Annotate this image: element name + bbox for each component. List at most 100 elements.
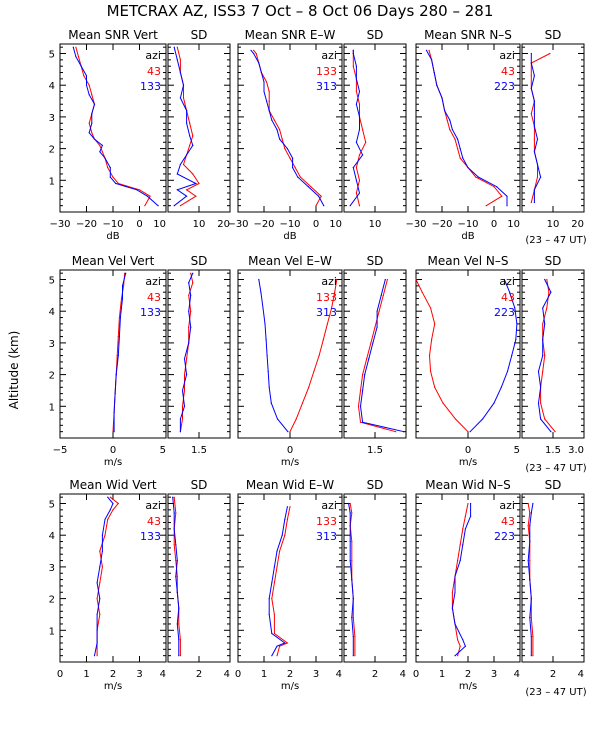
x-axis-label: dB (106, 231, 119, 242)
plot-frame (521, 269, 585, 439)
panel-10: SD 1.5 (343, 254, 407, 456)
series-line-223 (527, 503, 534, 656)
data-point (190, 272, 192, 274)
data-point (183, 374, 186, 376)
data-point (268, 598, 270, 600)
data-point (109, 509, 111, 511)
data-point (533, 100, 536, 102)
data-point (380, 294, 382, 296)
series-line-43 (75, 47, 151, 206)
data-point (190, 326, 192, 328)
data-point (308, 386, 310, 388)
data-point (362, 389, 364, 392)
data-point (355, 103, 357, 105)
data-point (544, 418, 546, 420)
data-point (268, 613, 270, 616)
data-point (178, 623, 180, 625)
data-point (529, 560, 531, 562)
data-point (459, 157, 461, 159)
data-point (462, 157, 464, 159)
data-point (263, 90, 265, 93)
x-tick-label: −20 (431, 219, 452, 230)
data-point (459, 645, 461, 647)
data-point (514, 307, 516, 309)
y-tick-label: 1 (49, 626, 55, 637)
panel-title: Mean Vel E–W (248, 254, 332, 268)
data-point (359, 389, 362, 392)
data-point (358, 192, 361, 194)
data-point (315, 205, 317, 207)
legend-title: azi (145, 499, 161, 512)
data-point (104, 157, 106, 159)
data-point (85, 84, 88, 86)
data-point (109, 496, 111, 498)
data-point (451, 129, 453, 131)
data-point (351, 540, 353, 543)
data-point (542, 355, 544, 357)
plot-frame (343, 43, 407, 213)
x-tick-label: 10 (153, 219, 166, 230)
data-point (273, 613, 275, 616)
x-tick-label: 10 (507, 219, 520, 230)
data-point (323, 205, 325, 207)
legend-title: azi (499, 499, 515, 512)
series-line-133 (271, 506, 291, 656)
x-tick-label: 4 (514, 669, 520, 680)
data-point (446, 119, 448, 121)
data-point (273, 582, 275, 584)
legend-title: azi (145, 275, 161, 288)
y-tick-label: 5 (49, 276, 55, 287)
data-point (549, 52, 551, 55)
data-point (176, 46, 178, 48)
data-point (179, 59, 181, 61)
data-point (195, 195, 197, 197)
data-point (511, 355, 513, 357)
panel-18: SD 2 4 (521, 478, 585, 680)
panel-5: Mean SNR N–S −30 −20 −10 0 10 dB azi 43 223 (405, 28, 521, 242)
data-point (72, 46, 74, 48)
data-point (91, 113, 93, 115)
data-point (112, 431, 114, 433)
data-point (267, 370, 269, 372)
x-tick-label: 4 (578, 669, 584, 680)
data-point (179, 71, 181, 74)
data-point (176, 591, 178, 593)
data-point (117, 355, 119, 357)
x-tick-label: 3.0 (568, 445, 584, 456)
panel-title: Mean Vel N–S (428, 254, 509, 268)
data-point (451, 591, 453, 593)
x-tick-label: −5 (53, 445, 68, 456)
x-tick-label: −30 (405, 219, 426, 230)
data-point (548, 291, 550, 293)
data-point (186, 358, 188, 360)
data-point (299, 176, 301, 178)
data-point (462, 544, 464, 546)
data-point (266, 100, 268, 102)
panel-13: Mean Wid Vert 1 2 3 4 5 0 1 2 3 4 m/s azi 43 133 (49, 478, 167, 692)
data-point (326, 323, 328, 325)
data-point (99, 151, 101, 153)
data-point (530, 636, 532, 638)
panel-title: Mean Wid Vert (69, 478, 156, 492)
data-point (530, 62, 532, 64)
data-point (444, 110, 446, 112)
data-point (355, 78, 357, 80)
x-tick-label: 2 (196, 669, 202, 680)
data-point (533, 201, 536, 204)
data-point (101, 534, 103, 536)
data-point (530, 512, 532, 514)
data-point (362, 421, 364, 423)
data-point (459, 544, 461, 546)
data-point (186, 110, 188, 112)
data-point (176, 623, 178, 625)
data-point (331, 307, 333, 309)
data-point (173, 512, 175, 514)
data-point (146, 195, 148, 197)
data-point (462, 528, 464, 530)
panel-9: Mean Vel E–W 0m/s azi 133 313 (237, 254, 343, 468)
data-point (85, 75, 88, 77)
x-axis-label: m/s (281, 681, 299, 692)
x-axis-label: m/s (104, 681, 122, 692)
x-tick-label: 5 (514, 445, 520, 456)
